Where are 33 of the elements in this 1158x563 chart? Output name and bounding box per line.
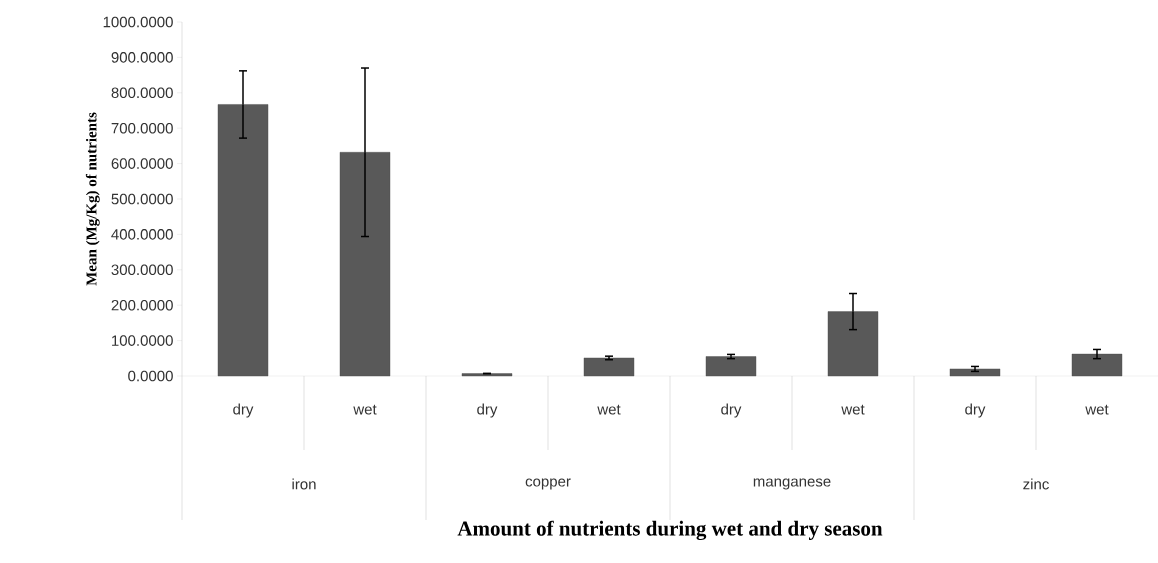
x-tick-label: dry [965,403,986,418]
x-axis-title: Amount of nutrients during wet and dry season [457,520,883,541]
text: iron [292,478,316,490]
text: manganese [753,478,831,490]
text: copper [525,478,571,490]
x-tick-label: wet [1085,404,1109,415]
y-tick-label: 1000.0000 [103,16,173,28]
y-tick-label: 200.0000 [111,299,173,311]
y-tick-label: 800.0000 [111,87,173,99]
bar [827,311,879,377]
y-tick-label: 500.0000 [111,193,173,205]
bar [217,104,269,377]
y-tick-label: 700.0000 [111,122,173,134]
y-tick-label: 100.0000 [112,335,173,346]
x-tick-label: wet [597,404,621,415]
y-tick-label: 400.0000 [111,229,173,240]
y-axis-title: Mean (Mg/Kg) of nutrients [85,112,100,286]
x-tick-label: wet [841,404,865,415]
x-tick-label: dry [233,403,254,418]
y-tick-label: 0.0000 [128,370,173,382]
y-tick-label: 600.0000 [111,158,173,169]
x-tick-label: dry [477,403,498,418]
bar [705,356,757,377]
y-tick-label: 900.0000 [111,52,173,63]
text: zinc [1023,478,1049,490]
x-tick-label: wet [353,404,377,415]
x-tick-label: dry [721,403,742,418]
bar [461,373,513,377]
bar [339,152,391,377]
bar [1071,353,1123,377]
bar [949,368,1001,377]
y-tick-label: 300.0000 [111,264,173,276]
bar [583,357,635,377]
